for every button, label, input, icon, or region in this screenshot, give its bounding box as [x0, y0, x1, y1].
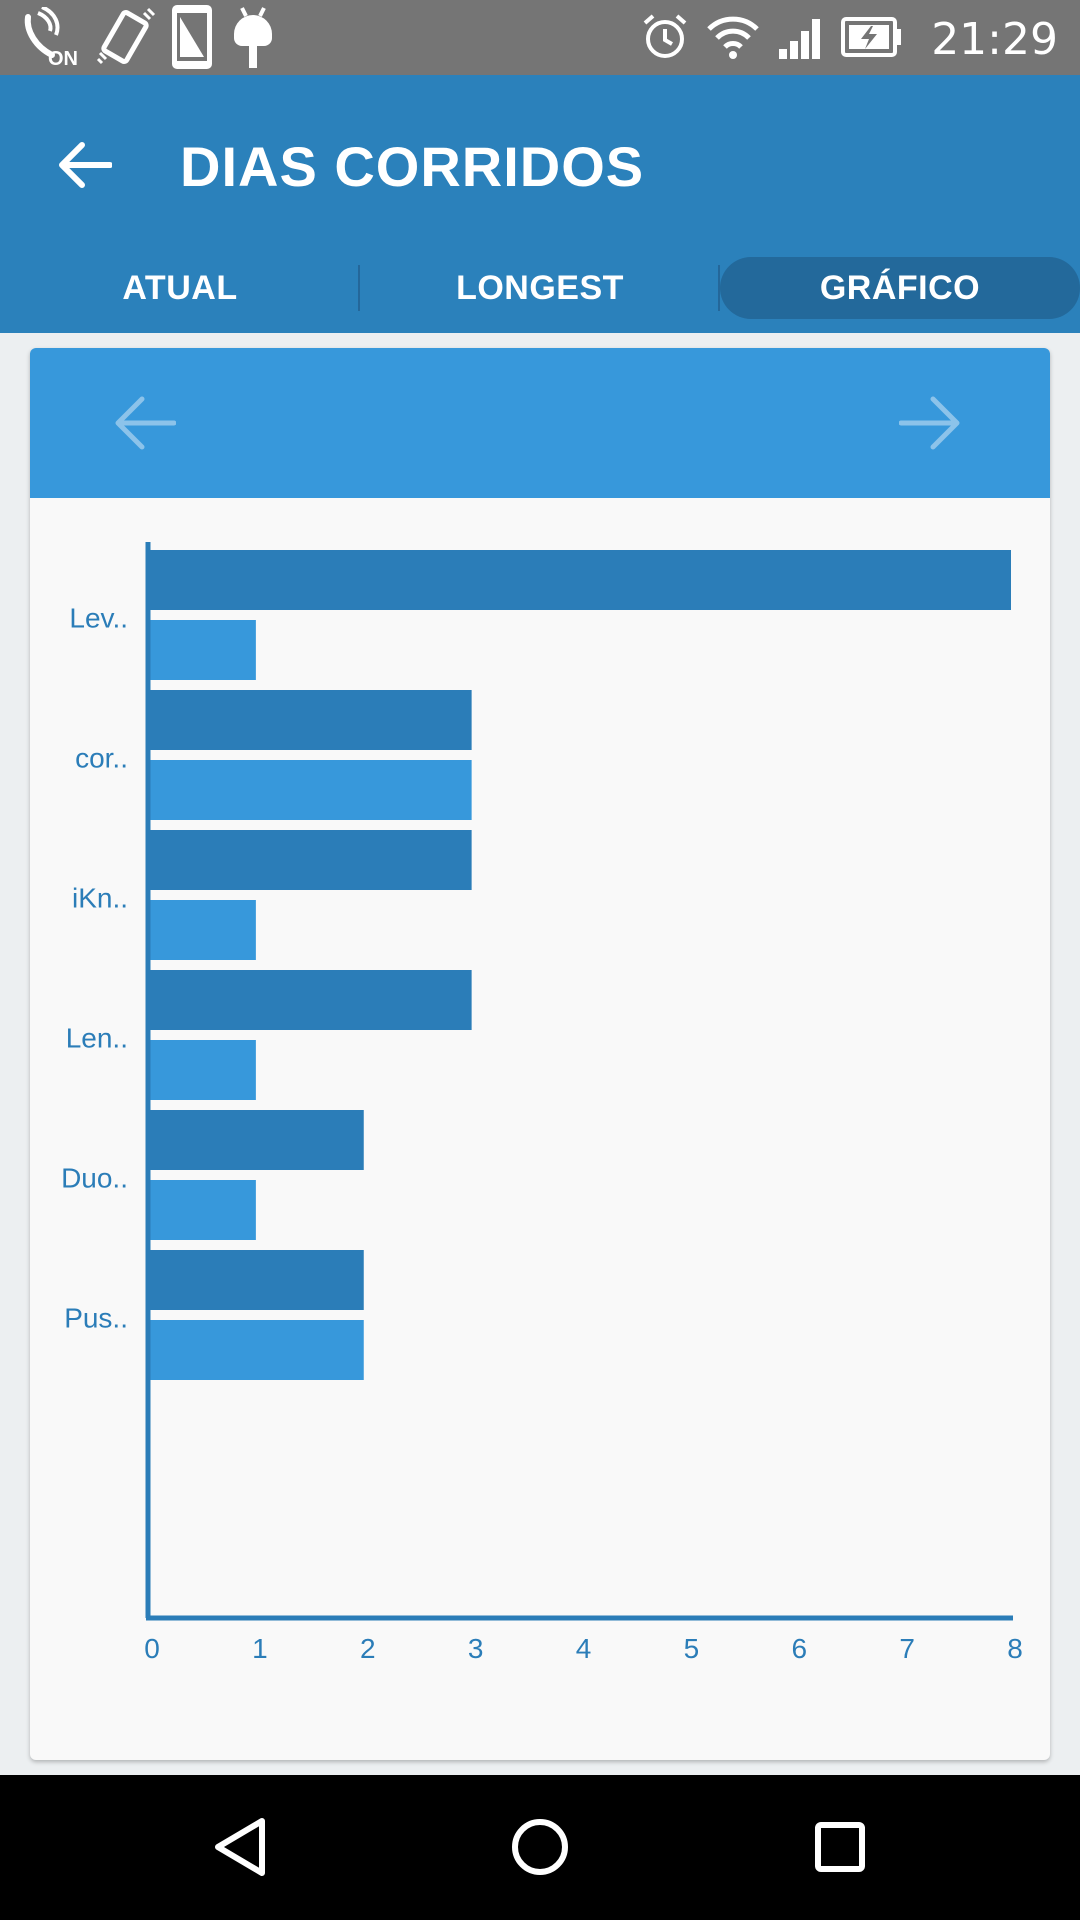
signal-icon — [777, 15, 823, 64]
android-debug-icon — [228, 4, 278, 75]
vibrate-icon — [96, 7, 156, 72]
bar-series-light — [150, 1040, 256, 1100]
status-left-icons: ON — [22, 4, 278, 75]
bar-series-dark — [150, 1250, 364, 1310]
battery-charging-icon — [841, 16, 903, 62]
screenshot-icon — [168, 3, 216, 76]
status-bar: ON — [0, 0, 1080, 75]
bar-series-dark — [150, 550, 1011, 610]
wifi-icon — [707, 15, 759, 64]
category-label: Lev.. — [69, 602, 128, 633]
back-button[interactable] — [50, 130, 120, 200]
next-period-button[interactable] — [890, 388, 970, 458]
nav-recents-icon — [815, 1822, 865, 1872]
arrow-right-icon — [899, 396, 960, 450]
x-tick-label: 5 — [684, 1633, 700, 1664]
nav-back-icon — [215, 1818, 265, 1876]
status-time: 21:29 — [931, 13, 1058, 65]
category-label: Duo.. — [61, 1162, 128, 1193]
tab-grafico[interactable]: GRÁFICO — [720, 257, 1080, 319]
nav-home-button[interactable] — [500, 1807, 580, 1887]
x-tick-label: 3 — [468, 1633, 484, 1664]
bar-series-light — [150, 900, 256, 960]
svg-text:ON: ON — [48, 48, 78, 67]
previous-period-button[interactable] — [105, 388, 185, 458]
tab-divider — [718, 265, 720, 311]
x-tick-label: 8 — [1007, 1633, 1023, 1664]
nav-home-icon — [512, 1819, 568, 1875]
tab-atual[interactable]: ATUAL — [122, 268, 238, 307]
system-navigation-bar — [0, 1775, 1080, 1920]
nav-recents-button[interactable] — [800, 1807, 880, 1887]
chart-period-header — [30, 348, 1050, 498]
x-tick-label: 2 — [360, 1633, 376, 1664]
category-label: iKn.. — [72, 882, 128, 913]
volte-on-icon: ON — [22, 4, 84, 72]
x-tick-label: 6 — [791, 1633, 807, 1664]
tab-bar: ATUAL LONGEST GRÁFICO — [0, 257, 1080, 333]
bar-series-light — [150, 1320, 364, 1380]
category-label: cor.. — [75, 742, 128, 773]
bar-series-light — [150, 1180, 256, 1240]
arrow-left-icon — [115, 396, 176, 450]
bar-chart: Lev.. cor.. iKn.. Len.. Duo.. Pus.. 0 1 2 3 4 5 6 7 8 — [61, 542, 1023, 1664]
x-tick-label: 7 — [899, 1633, 915, 1664]
page-title: DIAS CORRIDOS — [180, 135, 645, 198]
alarm-icon — [641, 13, 689, 66]
category-label: Pus.. — [64, 1302, 128, 1333]
bar-series-dark — [150, 830, 472, 890]
x-tick-label: 4 — [576, 1633, 592, 1664]
bar-series-light — [150, 760, 472, 820]
nav-back-button[interactable] — [200, 1807, 280, 1887]
tab-longest[interactable]: LONGEST — [456, 268, 624, 307]
x-tick-label: 1 — [252, 1633, 268, 1664]
arrow-back-icon — [59, 142, 112, 188]
bar-series-dark — [150, 970, 472, 1030]
app-bar: DIAS CORRIDOS ATUAL LONGEST GRÁFICO — [0, 75, 1080, 333]
bar-series-dark — [150, 690, 472, 750]
bar-series-dark — [150, 1110, 364, 1170]
tab-divider — [358, 265, 360, 311]
bar-series-light — [150, 620, 256, 680]
category-label: Len.. — [66, 1022, 128, 1053]
chart-card: Lev.. cor.. iKn.. Len.. Duo.. Pus.. 0 1 2 3 4 5 6 7 8 — [30, 348, 1050, 1760]
status-right-icons: 21:29 — [641, 6, 1058, 72]
x-tick-label: 0 — [144, 1633, 160, 1664]
